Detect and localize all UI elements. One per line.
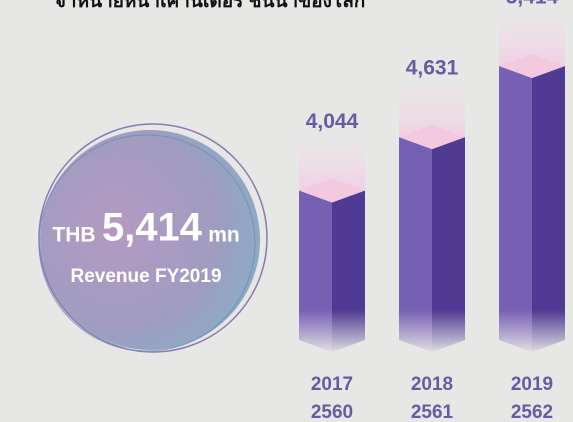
revenue-badge: THB 5,414 mn Revenue FY2019: [38, 123, 268, 353]
value-label: 5,414: [506, 0, 559, 9]
x-tick-sublabel: 2561: [411, 402, 454, 422]
bar-top: [299, 178, 365, 203]
x-tick-label: 2018: [411, 374, 453, 395]
bar-top: [399, 125, 465, 150]
badge-currency: THB: [52, 224, 95, 247]
badge-unit: mn: [208, 224, 240, 247]
badge-amount: 5,414: [102, 206, 203, 250]
bar-left-face: [399, 137, 432, 352]
x-tick-label: 2017: [311, 374, 353, 395]
x-tick-label: 2019: [511, 374, 553, 395]
value-label: 4,631: [406, 57, 459, 80]
chart-title: จำหน่ายหน้าเคาน์เตอร์ ชั้นนำของโลก: [55, 0, 365, 12]
badge-ring: [38, 134, 256, 352]
bar-fade: [299, 310, 365, 355]
bar-right-face: [432, 137, 465, 352]
badge-label: Revenue FY2019: [70, 266, 221, 287]
bar-right-face: [532, 66, 565, 352]
x-tick-sublabel: 2560: [311, 402, 353, 422]
bar-fade: [499, 310, 565, 355]
bar-top: [499, 54, 565, 78]
bar-left-face: [499, 66, 532, 352]
badge-disc: [40, 130, 260, 350]
value-label: 4,044: [306, 110, 359, 133]
x-tick-sublabel: 2562: [511, 402, 553, 422]
bar-fade: [399, 310, 465, 355]
